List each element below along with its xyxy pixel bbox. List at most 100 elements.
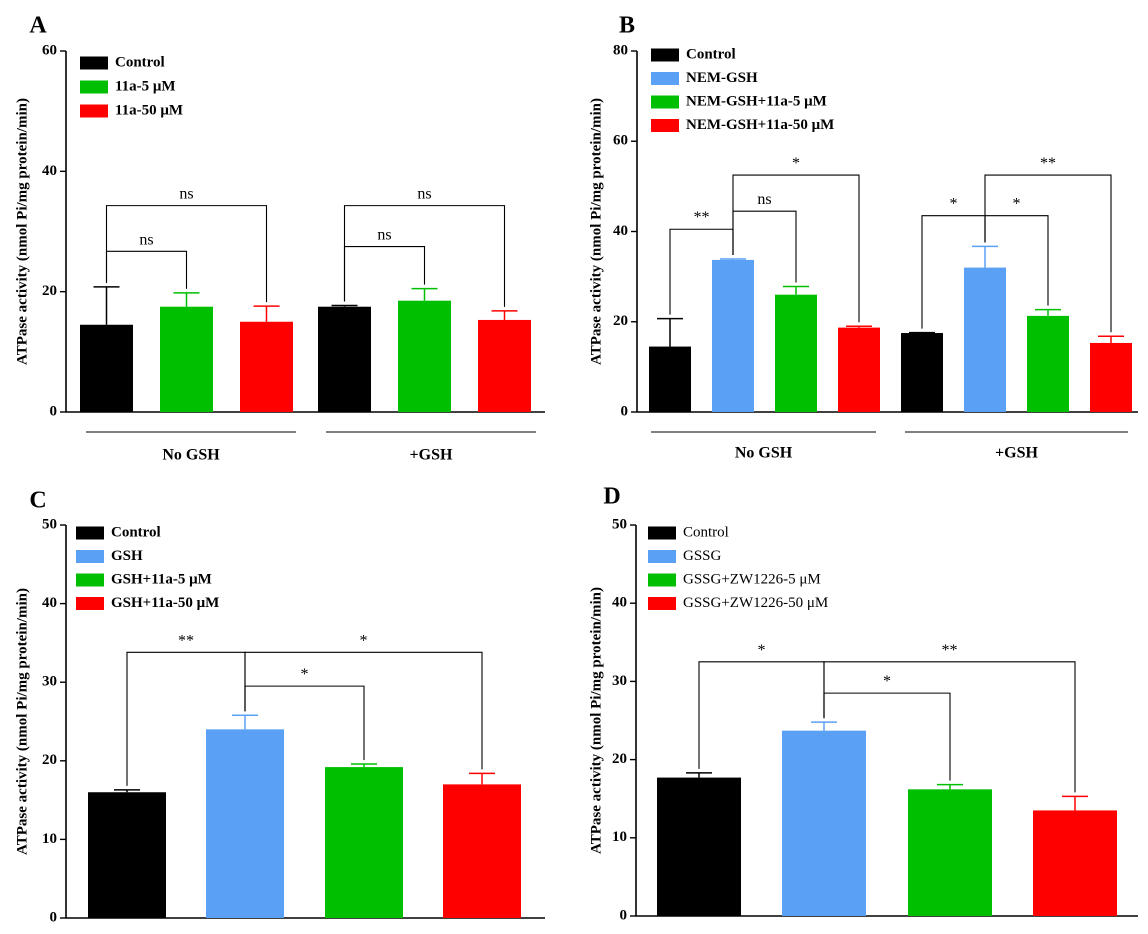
panel-b: B 0 20 40 60 80 ATPase activity (nmol Pi/mg pr… bbox=[588, 13, 1138, 462]
bar bbox=[657, 777, 741, 916]
y-tick-label: 40 bbox=[613, 223, 628, 239]
bar bbox=[1090, 342, 1132, 412]
y-tick-label: 50 bbox=[612, 516, 627, 532]
bar bbox=[240, 321, 293, 412]
significance-label: * bbox=[792, 155, 800, 172]
legend-label: Control bbox=[686, 46, 736, 62]
significance-label: ns bbox=[417, 186, 431, 203]
legend-swatch bbox=[648, 597, 676, 610]
legend-label: Control bbox=[115, 54, 165, 70]
legend-label: GSH+11a-50 μM bbox=[111, 595, 219, 611]
significance-label: ** bbox=[942, 642, 958, 659]
significance-label: * bbox=[301, 666, 309, 683]
y-tick-label: 0 bbox=[50, 909, 58, 925]
y-tick-label: 50 bbox=[42, 516, 57, 532]
panel-letter: A bbox=[29, 13, 47, 39]
legend-label: 11a-50 μM bbox=[115, 102, 183, 118]
bar bbox=[88, 792, 166, 918]
significance-label: ns bbox=[377, 227, 391, 244]
y-tick-label: 20 bbox=[42, 283, 57, 299]
legend-swatch bbox=[76, 526, 104, 540]
legend-label: 11a-5 μM bbox=[115, 78, 176, 94]
panel-c: C 0 10 20 30 40 50 ATPase activity (nmol Pi/mg … bbox=[14, 488, 545, 925]
bar bbox=[838, 327, 880, 412]
significance-bracket bbox=[823, 661, 1076, 793]
significance-bracket bbox=[105, 205, 268, 303]
legend-swatch bbox=[651, 119, 679, 132]
y-tick-label: 0 bbox=[621, 403, 629, 419]
significance-label: ** bbox=[178, 632, 194, 649]
y-tick-label: 20 bbox=[613, 313, 628, 329]
group-label: No GSH bbox=[735, 445, 793, 462]
legend-swatch bbox=[651, 72, 679, 85]
legend-label: GSH+11a-5 μM bbox=[111, 571, 212, 587]
panel-a: A 0 20 40 60 ATPase activity (nmol Pi/mg prot… bbox=[14, 13, 545, 464]
legend-label: GSSG bbox=[683, 548, 722, 564]
significance-label: * bbox=[883, 673, 891, 690]
legend-label: GSH bbox=[111, 548, 143, 564]
significance-label: ns bbox=[757, 191, 771, 208]
y-axis-label: ATPase activity (nmol Pi/mg protein/min) bbox=[588, 587, 604, 854]
panel-letter: D bbox=[603, 484, 620, 510]
bar bbox=[80, 324, 133, 412]
bar bbox=[478, 319, 531, 412]
bar bbox=[206, 729, 284, 918]
bar bbox=[782, 730, 866, 916]
bar bbox=[775, 294, 817, 412]
legend-label: NEM-GSH bbox=[686, 70, 758, 86]
group-label: +GSH bbox=[410, 447, 453, 464]
significance-label: * bbox=[758, 642, 766, 659]
bar bbox=[398, 300, 451, 412]
significance-bracket bbox=[732, 174, 860, 323]
legend-label: Control bbox=[683, 524, 729, 540]
significance-label: * bbox=[360, 632, 368, 649]
significance-label: * bbox=[1013, 196, 1021, 213]
legend-swatch bbox=[80, 80, 108, 94]
legend-swatch bbox=[76, 597, 104, 610]
legend-swatch bbox=[76, 550, 104, 563]
y-tick-label: 20 bbox=[42, 752, 57, 768]
significance-bracket bbox=[343, 245, 426, 302]
y-tick-label: 40 bbox=[42, 595, 57, 611]
y-tick-label: 0 bbox=[620, 907, 628, 923]
significance-label: * bbox=[950, 196, 958, 213]
y-tick-label: 0 bbox=[50, 403, 58, 419]
bar bbox=[712, 259, 754, 412]
y-axis-label: ATPase activity (nmol Pi/mg protein/min) bbox=[588, 98, 604, 365]
legend-swatch bbox=[651, 95, 679, 109]
bar bbox=[443, 784, 521, 918]
legend-swatch bbox=[648, 526, 676, 540]
significance-bracket bbox=[105, 250, 188, 289]
significance-label: ns bbox=[139, 231, 153, 248]
group-label: +GSH bbox=[995, 445, 1038, 462]
legend-swatch bbox=[80, 56, 108, 70]
y-tick-label: 40 bbox=[42, 163, 57, 179]
legend-swatch bbox=[648, 573, 676, 587]
significance-label: ** bbox=[1040, 155, 1056, 172]
significance-bracket bbox=[984, 174, 1112, 333]
legend-label: GSSG+ZW1226-50 μM bbox=[683, 595, 828, 611]
bar bbox=[325, 767, 403, 918]
significance-bracket bbox=[343, 205, 506, 307]
y-axis-label: ATPase activity (nmol Pi/mg protein/min) bbox=[14, 98, 30, 365]
significance-bracket bbox=[244, 651, 483, 770]
panel-letter: C bbox=[29, 488, 46, 514]
bar bbox=[1033, 810, 1117, 916]
group-label: No GSH bbox=[162, 447, 220, 464]
legend-label: Control bbox=[111, 524, 161, 540]
y-tick-label: 20 bbox=[612, 751, 627, 767]
y-tick-label: 30 bbox=[42, 674, 57, 690]
legend-label: NEM-GSH+11a-5 μM bbox=[686, 93, 827, 109]
legend-swatch bbox=[651, 48, 679, 62]
y-tick-label: 10 bbox=[42, 831, 57, 847]
y-tick-label: 60 bbox=[613, 133, 628, 149]
legend-swatch bbox=[76, 573, 104, 587]
bar bbox=[160, 306, 213, 412]
bar bbox=[318, 306, 371, 412]
legend-label: NEM-GSH+11a-50 μM bbox=[686, 117, 834, 133]
y-tick-label: 60 bbox=[42, 42, 57, 58]
y-tick-label: 40 bbox=[612, 595, 627, 611]
bar bbox=[1027, 315, 1069, 412]
significance-label: ns bbox=[179, 186, 193, 203]
panel-d: D 0 10 20 30 40 50 ATPase activity (nmol Pi/mg … bbox=[588, 484, 1138, 923]
